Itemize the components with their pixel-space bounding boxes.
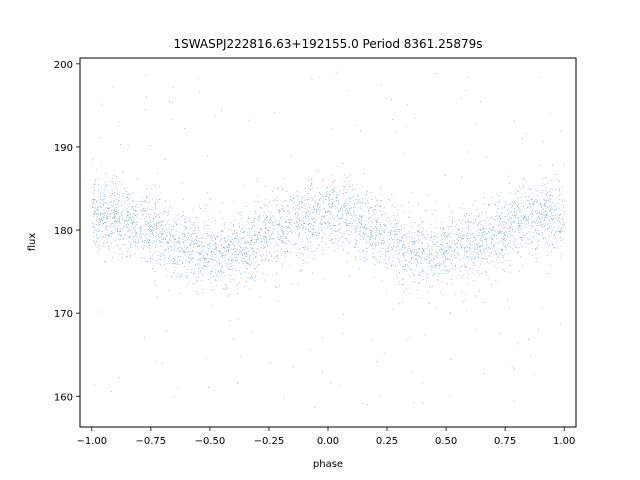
y-tick-label: 180 [54,226,73,237]
data-points [91,71,565,409]
y-tick-label: 170 [54,309,73,320]
x-axis: −1.00 −0.75 −0.50 −0.25 0.00 0.25 0.50 0.75 1.00 [76,427,575,447]
y-tick-label: 160 [54,392,73,403]
y-tick-label: 190 [54,143,73,154]
x-tick-label: 0.50 [435,436,457,447]
x-tick-label: 0.25 [376,436,398,447]
y-axis-label: flux [27,233,38,252]
y-tick-label: 200 [54,60,73,71]
chart-title: 1SWASPJ222816.63+192155.0 Period 8361.25… [173,37,482,51]
x-tick-label: −0.25 [254,436,285,447]
x-tick-label: −1.00 [76,436,107,447]
x-tick-label: −0.75 [136,436,167,447]
x-tick-label: 0.75 [494,436,516,447]
y-axis: 160 170 180 190 200 [54,60,80,403]
x-axis-label: phase [313,459,343,470]
x-tick-label: −0.50 [195,436,226,447]
x-tick-label: 0.00 [317,436,339,447]
x-tick-label: 1.00 [553,436,575,447]
scatter-points [91,71,565,409]
